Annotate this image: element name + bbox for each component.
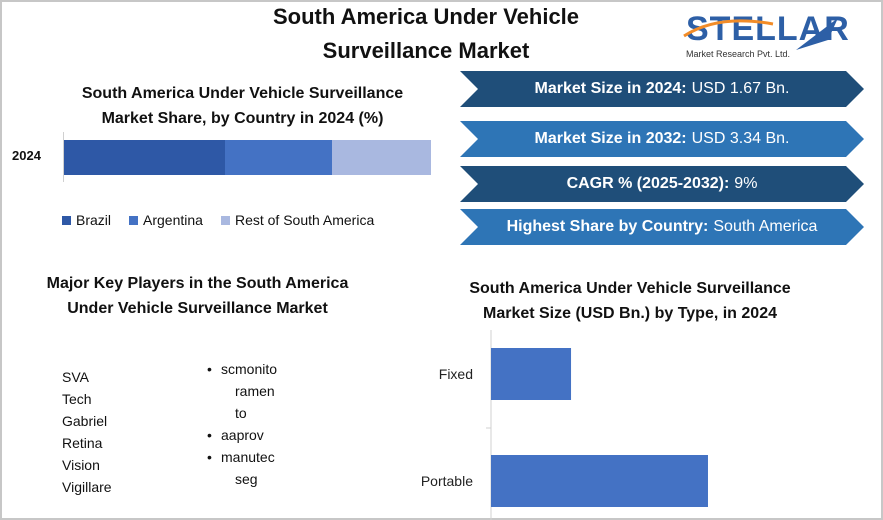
- type-category-label: Portable: [421, 473, 473, 489]
- legend-swatch: [220, 215, 230, 225]
- players-title-line1: Major Key Players in the South America: [46, 275, 349, 292]
- legend-swatch: [129, 215, 139, 225]
- legend-item: Argentina: [129, 212, 203, 228]
- share-stacked-bar: [64, 140, 431, 175]
- player-name-line: to: [235, 405, 247, 421]
- main-title: South America Under Vehicle Surveillance…: [200, 0, 652, 68]
- share-segment-brazil: [64, 140, 226, 175]
- type-bar-chart: Fixed Portable: [421, 330, 708, 520]
- type-category-label: Fixed: [439, 366, 473, 382]
- stat-banner: Highest Share by Country: South America: [460, 209, 864, 245]
- legend-item: Rest of South America: [220, 212, 375, 228]
- stat-label: Market Size in 2032:: [534, 130, 687, 147]
- share-segment-argentina: [225, 140, 332, 175]
- player-name-line: manutec: [221, 449, 275, 465]
- player-name: Retina: [62, 435, 103, 451]
- player-name-line: aaprov: [221, 427, 264, 443]
- stat-label: Highest Share by Country:: [506, 218, 709, 235]
- players-column-2: scmonito ramen to aaprov manutec seg: [207, 358, 297, 490]
- players-title-line2: Under Vehicle Surveillance Market: [67, 300, 328, 317]
- legend-label: Argentina: [143, 212, 203, 228]
- player-bullet-item: aaprov: [207, 424, 297, 446]
- stat-value: USD 1.67 Bn.: [691, 80, 790, 97]
- share-axis-line: [63, 132, 64, 182]
- logo-subtext: Market Research Pvt. Ltd.: [686, 49, 791, 59]
- type-chart-title: South America Under Vehicle Surveillance…: [440, 276, 820, 326]
- main-title-line1: South America Under Vehicle: [272, 4, 580, 29]
- legend-swatch: [62, 215, 71, 225]
- player-name: Vision: [62, 457, 100, 473]
- legend-item: Brazil: [62, 212, 111, 228]
- type-title-line1: South America Under Vehicle Surveillance: [469, 280, 791, 297]
- main-title-line2: Surveillance Market: [322, 38, 530, 63]
- player-name-line: ramen: [235, 383, 275, 399]
- share-year-label: 2024: [12, 148, 41, 163]
- stat-label: CAGR % (2025-2032):: [566, 175, 730, 192]
- players-title: Major Key Players in the South America U…: [20, 271, 375, 321]
- stat-value: 9%: [734, 175, 758, 192]
- type-title-line2: Market Size (USD Bn.) by Type, in 2024: [482, 305, 777, 322]
- player-bullet-item: manutec seg: [207, 446, 297, 490]
- share-legend: Brazil Argentina Rest of South America: [62, 212, 374, 228]
- player-name: Tech: [62, 391, 92, 407]
- share-title-line2: Market Share, by Country in 2024 (%): [101, 110, 384, 127]
- stat-banner: Market Size in 2024: USD 1.67 Bn.: [460, 71, 864, 107]
- stat-label: Market Size in 2024:: [534, 80, 687, 97]
- legend-label: Brazil: [76, 212, 112, 228]
- stellar-logo: STELLAR Market Research Pvt. Ltd.: [678, 6, 849, 64]
- player-bullet-item: scmonito ramen to: [207, 358, 297, 424]
- player-name: SVA: [62, 369, 89, 385]
- logo-swoosh-icon: [683, 18, 838, 50]
- share-title-line1: South America Under Vehicle Surveillance: [81, 85, 404, 102]
- players-column-1: SVA Tech Gabriel Retina Vision Vigillare: [62, 366, 112, 498]
- stat-value: South America: [713, 218, 818, 235]
- player-name-line: scmonito: [221, 361, 278, 377]
- stat-banner: Market Size in 2032: USD 3.34 Bn.: [460, 121, 864, 157]
- player-name: Gabriel: [62, 413, 108, 429]
- type-bar-portable: [491, 455, 708, 507]
- share-chart-title: South America Under Vehicle Surveillance…: [55, 81, 430, 131]
- stat-banner: CAGR % (2025-2032): 9%: [460, 166, 864, 202]
- type-bar-fixed: [491, 348, 572, 400]
- player-name: Vigillare: [62, 479, 112, 495]
- legend-label: Rest of South America: [234, 212, 375, 228]
- share-segment-rest-of-south-america: [331, 140, 431, 175]
- stat-value: USD 3.34 Bn.: [691, 130, 790, 147]
- player-name-line: seg: [235, 471, 258, 487]
